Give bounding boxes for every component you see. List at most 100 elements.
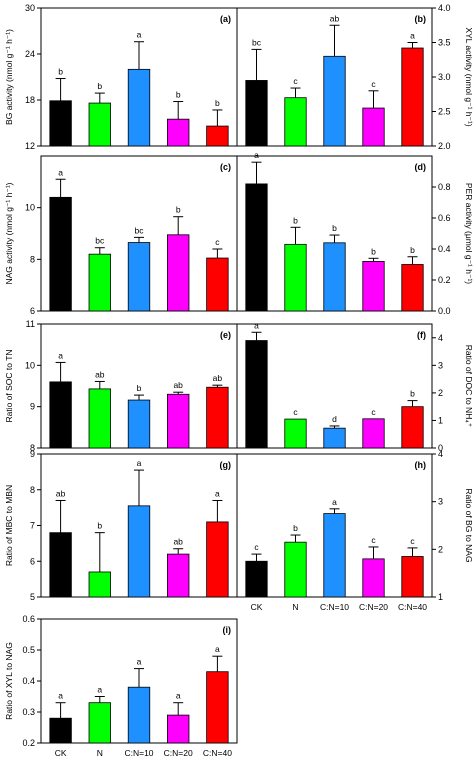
bar (362, 418, 385, 449)
significance-letter: b (371, 246, 376, 256)
panel-label: (b) (415, 14, 427, 24)
bar (245, 560, 268, 598)
y-axis-label: XYL activity (nmol g⁻¹ h⁻¹) (464, 27, 474, 127)
bar (206, 125, 229, 147)
significance-letter: a (137, 458, 142, 468)
chart-panel: 2.0 2.5 3.0 3.5 4.0 XYL activity (nmol g⁻¹ h⁻… (236, 3, 474, 151)
y-tick-label: 4 (438, 333, 443, 343)
bar (323, 55, 346, 147)
bar (284, 418, 307, 449)
chart-panel: 0.0 0.2 0.4 0.6 0.8 PER activity (μmol g⁻¹ h⁻… (236, 150, 474, 316)
chart-panel: 0 1 2 3 4 Ratio of DOC to NH₄⁺ (f) a c d c b (236, 320, 474, 453)
bar (284, 541, 307, 598)
y-axis-label: BG activity (nmol g⁻¹ h⁻¹) (4, 29, 14, 125)
significance-letter: b (97, 521, 102, 531)
significance-letter: c (293, 76, 298, 86)
significance-letter: b (293, 523, 298, 533)
y-axis-label: NAG activity (nmol g⁻¹ h⁻¹) (4, 182, 14, 284)
significance-letter: bc (135, 225, 145, 235)
y-tick-label: 10 (25, 203, 35, 213)
x-tick-label: C:N=20 (359, 602, 388, 612)
x-tick-label: C:N=40 (203, 748, 232, 758)
y-tick-label: 8 (30, 485, 35, 495)
bar (127, 68, 151, 147)
significance-letter: a (332, 497, 337, 507)
bar (167, 118, 190, 147)
y-tick-label: 0.6 (22, 614, 35, 624)
y-tick-label: 3 (438, 360, 443, 370)
significance-letter: bc (252, 37, 262, 47)
y-tick-label: 0.6 (438, 213, 451, 223)
y-tick-label: 0.4 (22, 676, 35, 686)
y-tick-label: 2.5 (438, 107, 451, 117)
x-tick-label: C:N=40 (398, 602, 427, 612)
x-tick-label: C:N=20 (164, 748, 193, 758)
significance-letter: c (371, 535, 376, 545)
bar (284, 97, 307, 147)
significance-letter: c (371, 79, 376, 89)
bar (88, 102, 111, 147)
x-tick-label: N (292, 602, 298, 612)
chart-panel: 5 6 7 8 9 Ratio of MBC to MBN (g) ab b a ab a (4, 449, 238, 602)
panel-label: (a) (220, 14, 231, 24)
significance-letter: b (176, 205, 181, 215)
bar (127, 505, 151, 598)
significance-letter: c (293, 407, 298, 417)
significance-letter: b (410, 245, 415, 255)
y-axis-label: PER activity (μmol g⁻¹ h⁻¹) (464, 183, 474, 284)
y-tick-label: 9 (30, 449, 35, 459)
bar (401, 406, 424, 449)
y-tick-label: 0.8 (438, 182, 451, 192)
bar (245, 340, 268, 449)
significance-letter: a (58, 691, 63, 701)
y-tick-label: 3.5 (438, 38, 451, 48)
bar (362, 558, 385, 598)
significance-letter: c (410, 536, 415, 546)
chart-panel: 12 18 24 30 BG activity (nmol g⁻¹ h⁻¹) (a) b b a… (4, 3, 238, 151)
y-tick-label: 0.5 (22, 645, 35, 655)
x-tick-label: CK (251, 602, 263, 612)
y-axis-label: Ratio of XYL to NAG (4, 642, 14, 720)
significance-letter: a (215, 488, 220, 498)
bar (167, 393, 190, 449)
y-tick-label: 9 (30, 402, 35, 412)
panel-label: (e) (220, 330, 231, 340)
panel-label: (h) (415, 460, 427, 470)
significance-letter: a (176, 691, 181, 701)
significance-letter: a (137, 30, 142, 40)
chart-panel: 8 9 10 11 Ratio of SOC to TN (e) a ab b ab ab (4, 319, 238, 453)
y-tick-label: 30 (25, 3, 35, 13)
y-tick-label: 3 (438, 497, 443, 507)
y-tick-label: 0.2 (22, 738, 35, 748)
bar (49, 381, 72, 449)
bar (127, 399, 151, 449)
significance-letter: a (254, 150, 259, 160)
significance-letter: b (293, 215, 298, 225)
significance-letter: c (215, 237, 220, 247)
bar (88, 702, 111, 744)
y-tick-label: 11 (26, 319, 35, 329)
y-tick-label: 6 (30, 556, 35, 566)
significance-letter: b (58, 67, 63, 77)
significance-letter: b (137, 383, 142, 393)
bar (167, 714, 190, 744)
bar (206, 257, 229, 312)
significance-letter: b (176, 90, 181, 100)
significance-letter: ab (173, 537, 183, 547)
bar (88, 388, 111, 449)
significance-letter: a (58, 350, 63, 360)
y-axis-label: Ratio of MBC to MBN (4, 485, 14, 566)
bar (362, 107, 385, 147)
significance-letter: c (371, 407, 376, 417)
significance-letter: a (410, 31, 415, 41)
significance-letter: a (254, 320, 259, 330)
bar (167, 234, 190, 312)
y-tick-label: 4.0 (438, 3, 451, 13)
significance-letter: ab (56, 488, 66, 498)
y-axis-label: Ratio of SOC to TN (4, 349, 14, 422)
bar (49, 100, 72, 147)
bar (362, 260, 385, 312)
